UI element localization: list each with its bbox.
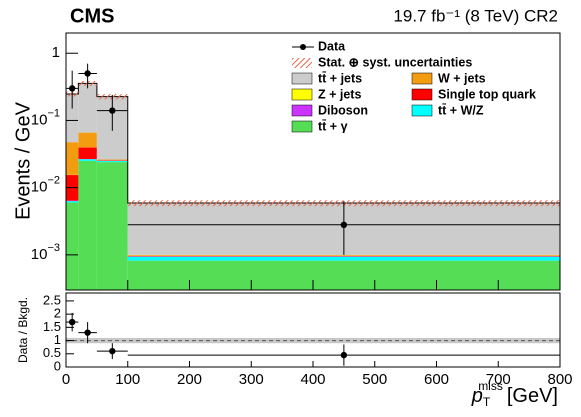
- legend-swatch: [411, 104, 433, 117]
- x-tick-label: 300: [239, 371, 264, 388]
- x-tick-label: 600: [424, 371, 449, 388]
- legend-swatch: [291, 88, 313, 101]
- stack-bar: [96, 162, 128, 290]
- ratio-y-tick-label: 1: [54, 332, 61, 347]
- legend-label: Diboson: [318, 103, 368, 117]
- legend-data-marker: [300, 44, 306, 50]
- ratio-y-label: Data / Bkgd.: [16, 297, 30, 363]
- stack-bar: [127, 256, 560, 261]
- stack-bar: [78, 159, 97, 161]
- legend-swatch: [291, 104, 313, 117]
- y-tick-exponent: −1: [47, 107, 60, 119]
- legend-swatch: [291, 120, 313, 133]
- ratio-point: [84, 329, 91, 336]
- data-point: [84, 70, 91, 77]
- data-point: [109, 107, 116, 114]
- ratio-point: [340, 351, 348, 359]
- stack-bar: [78, 132, 97, 148]
- ratio-y-tick-label: 2.5: [43, 292, 61, 307]
- y-tick-label: 10−1: [31, 107, 60, 128]
- legend-swatch: [411, 88, 433, 101]
- legend-label: Stat. ⊕ syst. uncertainties: [318, 55, 472, 69]
- x-tick-label: 0: [62, 371, 70, 388]
- y-tick-exponent: −3: [47, 242, 60, 254]
- legend-label: Data: [318, 39, 346, 53]
- stack-bar: [96, 160, 128, 163]
- stack-bar: [66, 202, 79, 290]
- x-label-symbol: p: [471, 385, 483, 407]
- x-tick-label: 400: [300, 371, 325, 388]
- legend-swatch: [411, 72, 433, 85]
- y-tick-label: 10−2: [31, 175, 60, 196]
- legend-label: Z + jets: [318, 87, 361, 101]
- ratio-point: [109, 347, 116, 355]
- legend-swatch: [291, 72, 313, 85]
- stack-bar: [96, 159, 128, 161]
- x-label-sup: miss: [478, 379, 503, 393]
- stack-bar: [78, 160, 97, 290]
- subtitle: 19.7 fb⁻¹ (8 TeV) CR2: [393, 6, 558, 25]
- stack-bar: [66, 201, 79, 203]
- stack-bar: [127, 254, 560, 256]
- legend-label: tt̄ + γ: [318, 119, 348, 133]
- x-tick-label: 500: [362, 371, 387, 388]
- y-tick-base: 10: [31, 111, 48, 128]
- ratio-y-tick-label: 0: [54, 358, 61, 373]
- stack-bar: [96, 160, 128, 161]
- legend-label: W + jets: [438, 71, 486, 85]
- x-tick-label: 800: [547, 371, 572, 388]
- x-tick-label: 100: [115, 371, 140, 388]
- legend-swatch: [292, 58, 312, 68]
- stack-bar: [66, 142, 79, 175]
- x-tick-label: 200: [177, 371, 202, 388]
- x-tick-label: 700: [486, 371, 511, 388]
- data-point: [340, 221, 348, 229]
- ratio-y-tick-label: 0.5: [43, 345, 61, 360]
- stack-bar: [78, 147, 97, 159]
- chart-title: CMS: [70, 5, 114, 27]
- ratio-frame: [65, 292, 561, 368]
- y-tick-base: 10: [31, 246, 48, 263]
- x-label-sub: T: [483, 395, 491, 409]
- x-axis-label: pTmiss [GeV]: [471, 379, 558, 409]
- ratio-point: [68, 318, 76, 326]
- ratio-y-tick-label: 1.5: [43, 319, 61, 334]
- stack-bar: [127, 255, 560, 257]
- data-point: [68, 85, 76, 92]
- y-tick-exponent: −2: [47, 175, 60, 187]
- legend-label: tt̄ + jets: [318, 71, 362, 85]
- y-tick-base: 10: [31, 179, 48, 196]
- stack-bar: [66, 93, 79, 143]
- y-tick-label: 1: [52, 44, 60, 61]
- ratio-y-tick-label: 2: [54, 306, 61, 321]
- legend-label: Single top quark: [438, 87, 536, 101]
- stack-bar: [78, 83, 97, 133]
- y-tick-label: 10−3: [31, 242, 60, 263]
- y-axis-label: Events / GeV: [12, 101, 34, 219]
- x-label-unit: [GeV]: [507, 385, 558, 407]
- legend-label: tt̄ + W/Z: [438, 103, 484, 117]
- stack-bar: [127, 260, 560, 290]
